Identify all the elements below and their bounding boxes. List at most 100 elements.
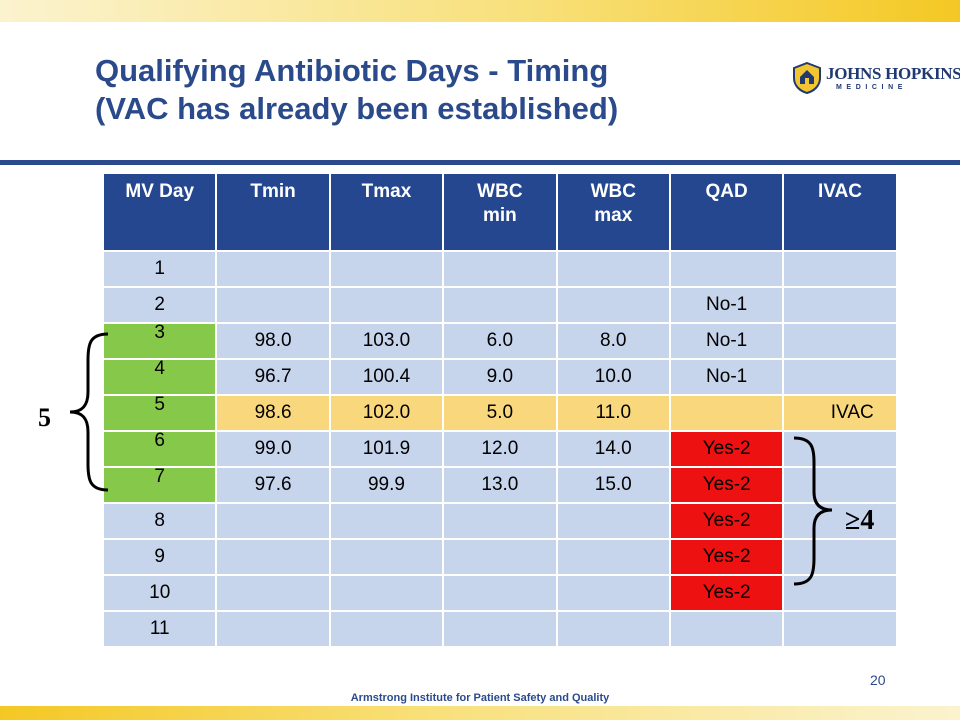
cell-tmax [328, 538, 445, 576]
cell-ivac [782, 502, 898, 540]
header-wbc-min: WBC min [442, 172, 558, 252]
cell-ivac [782, 430, 898, 468]
table-header-row: MV Day Tmin Tmax WBC min WBC max QAD IVAC [101, 172, 898, 252]
table-row: 11 [101, 610, 898, 648]
cell-mv-day: 4 [101, 358, 218, 396]
footer-text: Armstrong Institute for Patient Safety a… [350, 692, 610, 704]
cell-ivac [782, 322, 898, 360]
cell-qad [668, 250, 785, 288]
header-tmin: Tmin [215, 172, 331, 252]
header-tmax: Tmax [328, 172, 445, 252]
cell-tmax: 102.0 [328, 394, 445, 432]
cell-tmax [328, 250, 445, 288]
table-row: 2 No-1 [101, 286, 898, 324]
cell-wbc-min [442, 250, 558, 288]
cell-wbc-max [555, 250, 671, 288]
cell-ivac [782, 610, 898, 648]
cell-qad: Yes-2 [668, 466, 785, 504]
logo-subtitle: MEDICINE [836, 84, 908, 91]
table-row: 9 Yes-2 [101, 538, 898, 576]
bottom-decorative-band [0, 706, 960, 720]
cell-tmin [215, 574, 331, 612]
table-row: 7 97.6 99.9 13.0 15.0 Yes-2 [101, 466, 898, 504]
cell-qad [668, 394, 785, 432]
cell-tmin [215, 502, 331, 540]
cell-tmin [215, 610, 331, 648]
cell-wbc-max [555, 502, 671, 540]
cell-qad: No-1 [668, 286, 785, 324]
cell-mv-day: 5 [101, 394, 218, 432]
cell-wbc-min [442, 574, 558, 612]
cell-mv-day: 3 [101, 322, 218, 360]
cell-qad: No-1 [668, 322, 785, 360]
cell-wbc-max [555, 538, 671, 576]
cell-wbc-min: 5.0 [442, 394, 558, 432]
cell-mv-day: 6 [101, 430, 218, 468]
slide-title: Qualifying Antibiotic Days - Timing (VAC… [95, 52, 755, 128]
cell-wbc-min: 13.0 [442, 466, 558, 504]
slide-title-line1: Qualifying Antibiotic Days - Timing [95, 53, 609, 88]
table-row: 10 Yes-2 [101, 574, 898, 612]
cell-qad: Yes-2 [668, 574, 785, 612]
cell-mv-day: 7 [101, 466, 218, 504]
cell-mv-day: 10 [101, 574, 218, 612]
cell-ivac [782, 250, 898, 288]
cell-mv-day: 1 [101, 250, 218, 288]
cell-tmax: 103.0 [328, 322, 445, 360]
right-brace [793, 436, 833, 586]
cell-qad [668, 610, 785, 648]
table-row: 3 98.0 103.0 6.0 8.0 No-1 [101, 322, 898, 360]
cell-wbc-max: 10.0 [555, 358, 671, 396]
qad-timing-table: MV Day Tmin Tmax WBC min WBC max QAD IVAC … [101, 172, 898, 648]
cell-wbc-max [555, 574, 671, 612]
table-row: 6 99.0 101.9 12.0 14.0 Yes-2 [101, 430, 898, 468]
cell-wbc-max: 8.0 [555, 322, 671, 360]
cell-mv-day: 2 [101, 286, 218, 324]
cell-tmax [328, 286, 445, 324]
cell-mv-day: 8 [101, 502, 218, 540]
cell-wbc-max: 11.0 [555, 394, 671, 432]
table-row: 4 96.7 100.4 9.0 10.0 No-1 [101, 358, 898, 396]
cell-tmin: 97.6 [215, 466, 331, 504]
cell-wbc-min [442, 286, 558, 324]
cell-wbc-max [555, 610, 671, 648]
slide-title-line2: (VAC has already been established) [95, 91, 619, 126]
table-row: 1 [101, 250, 898, 288]
cell-qad: Yes-2 [668, 430, 785, 468]
right-brace-label: ≥4 [845, 505, 875, 536]
header-mv-day: MV Day [101, 172, 218, 252]
cell-qad: Yes-2 [668, 538, 785, 576]
left-brace [69, 332, 109, 492]
cell-tmin [215, 286, 331, 324]
cell-mv-day: 11 [101, 610, 218, 648]
cell-wbc-min [442, 538, 558, 576]
cell-mv-day: 9 [101, 538, 218, 576]
cell-wbc-min: 6.0 [442, 322, 558, 360]
logo-name: JOHNS HOPKINS [826, 64, 960, 83]
cell-qad: Yes-2 [668, 502, 785, 540]
header-ivac: IVAC [782, 172, 898, 252]
cell-wbc-min [442, 610, 558, 648]
header-qad: QAD [668, 172, 785, 252]
shield-icon [793, 62, 821, 94]
johns-hopkins-logo: JOHNS HOPKINS MEDICINE [792, 62, 960, 96]
cell-tmax: 100.4 [328, 358, 445, 396]
cell-ivac [782, 538, 898, 576]
cell-qad: No-1 [668, 358, 785, 396]
cell-wbc-min: 9.0 [442, 358, 558, 396]
cell-ivac [782, 358, 898, 396]
cell-ivac [782, 574, 898, 612]
cell-tmax: 99.9 [328, 466, 445, 504]
cell-wbc-max: 14.0 [555, 430, 671, 468]
cell-tmin: 99.0 [215, 430, 331, 468]
table-row: 5 98.6 102.0 5.0 11.0 IVAC [101, 394, 898, 432]
cell-ivac [782, 466, 898, 504]
cell-tmax [328, 610, 445, 648]
table-row: 8 Yes-2 [101, 502, 898, 540]
cell-tmin: 96.7 [215, 358, 331, 396]
cell-wbc-min: 12.0 [442, 430, 558, 468]
cell-ivac [782, 286, 898, 324]
cell-tmin: 98.6 [215, 394, 331, 432]
header-wbc-max: WBC max [555, 172, 671, 252]
cell-tmax [328, 502, 445, 540]
